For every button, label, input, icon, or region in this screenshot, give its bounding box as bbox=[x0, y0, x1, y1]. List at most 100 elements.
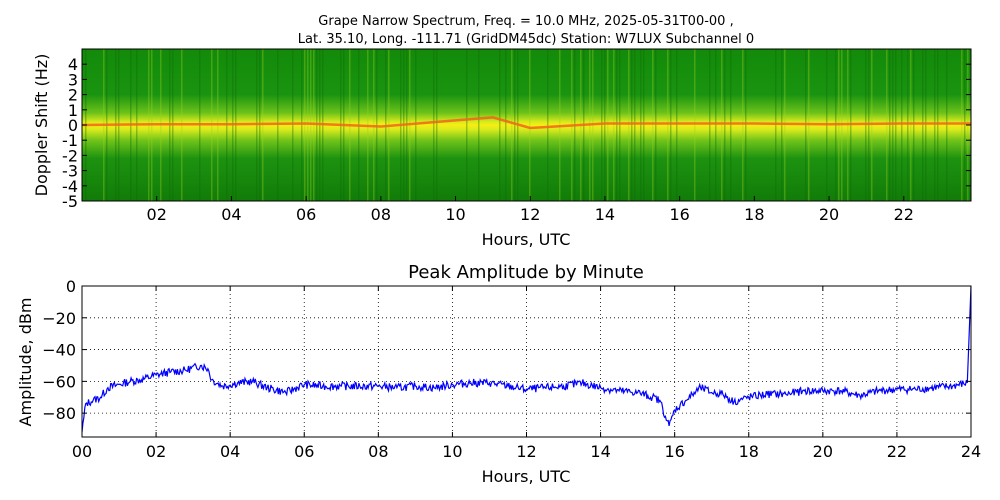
amplitude-plot-area bbox=[82, 286, 971, 437]
spectrogram-stripe bbox=[640, 49, 642, 201]
spectrogram-stripe bbox=[742, 49, 744, 201]
amplitude-y-tick-label: −80 bbox=[42, 404, 76, 423]
spectrogram-y-tick-label: -5 bbox=[62, 192, 78, 211]
spectrogram-stripe bbox=[643, 49, 645, 201]
spectrogram-stripe bbox=[433, 49, 435, 201]
spectrogram-x-axis-label: Hours, UTC bbox=[482, 230, 571, 249]
amplitude-series-line bbox=[82, 286, 971, 433]
amplitude-x-tick-label: 04 bbox=[220, 442, 240, 461]
amplitude-x-tick-label: 24 bbox=[961, 442, 981, 461]
spectrogram-stripe bbox=[670, 49, 672, 201]
amplitude-x-tick-label: 18 bbox=[739, 442, 759, 461]
amplitude-x-tick-label: 12 bbox=[516, 442, 536, 461]
spectrogram-stripe bbox=[667, 49, 669, 201]
amplitude-x-tick-label: 16 bbox=[664, 442, 684, 461]
amplitude-x-tick-label: 20 bbox=[813, 442, 833, 461]
amplitude-y-tick-label: −20 bbox=[42, 309, 76, 328]
spectrogram-stripe bbox=[613, 49, 615, 201]
spectrogram-x-tick-label: 08 bbox=[371, 205, 391, 224]
spectrogram-stripe bbox=[721, 49, 723, 201]
spectrogram-stripe bbox=[529, 49, 531, 201]
amplitude-x-ticks: 00 02 04 06 08 10 12 14 16 18 20 22 24 bbox=[72, 286, 981, 461]
spectrogram-stripe bbox=[607, 49, 609, 201]
spectrogram-stripe bbox=[301, 49, 303, 201]
amplitude-x-axis-label: Hours, UTC bbox=[482, 467, 571, 486]
spectrogram-y-tick-label: 1 bbox=[68, 101, 78, 120]
spectrogram-stripe bbox=[619, 49, 621, 201]
spectrogram-stripe bbox=[604, 49, 606, 201]
amplitude-x-tick-label: 22 bbox=[887, 442, 907, 461]
spectrogram-x-tick-label: 20 bbox=[819, 205, 839, 224]
amplitude-x-tick-label: 06 bbox=[294, 442, 314, 461]
spectrogram-stripe bbox=[892, 49, 894, 201]
spectrogram-stripe bbox=[436, 49, 438, 201]
figure-title-line2: Lat. 35.10, Long. -111.71 (GridDM45dc) S… bbox=[298, 32, 754, 47]
amplitude-panel: Peak Amplitude by Minute 0 −20 −40 −60 −80 0… bbox=[16, 262, 981, 486]
spectrogram-x-tick-label: 12 bbox=[520, 205, 540, 224]
spectrogram-stripe bbox=[922, 49, 924, 201]
spectrogram-x-tick-label: 16 bbox=[669, 205, 689, 224]
spectrogram-y-tick-label: 0 bbox=[68, 116, 78, 135]
spectrogram-x-tick-label: 14 bbox=[595, 205, 615, 224]
amplitude-y-tick-label: −60 bbox=[42, 372, 76, 391]
figure-title-line1: Grape Narrow Spectrum, Freq. = 10.0 MHz,… bbox=[318, 14, 733, 29]
spectrogram-y-tick-label: 3 bbox=[68, 70, 78, 89]
spectrogram-stripe bbox=[745, 49, 747, 201]
spectrogram-stripe bbox=[307, 49, 309, 201]
spectrogram-stripe bbox=[310, 49, 312, 201]
spectrogram-stripe bbox=[709, 49, 711, 201]
spectrogram-stripe bbox=[901, 49, 903, 201]
spectrogram-stripe bbox=[946, 49, 948, 201]
spectrogram-y-tick-label: -1 bbox=[62, 131, 78, 150]
spectrogram-y-tick-label: -2 bbox=[62, 146, 78, 165]
spectrogram-stripe bbox=[775, 49, 777, 201]
spectrogram-stripe bbox=[937, 49, 939, 201]
spectrogram-stripe bbox=[925, 49, 927, 201]
spectrogram-x-tick-label: 10 bbox=[445, 205, 465, 224]
carrier-trace bbox=[82, 116, 971, 130]
spectrogram-stripe bbox=[715, 49, 717, 201]
spectrogram-stripe bbox=[886, 49, 888, 201]
spectrogram-stripe bbox=[628, 49, 630, 201]
spectrogram-x-tick-label: 02 bbox=[147, 205, 167, 224]
spectrogram-y-tick-label: -4 bbox=[62, 177, 78, 196]
spectrogram-stripe bbox=[616, 49, 618, 201]
spectrogram-x-tick-label: 22 bbox=[894, 205, 914, 224]
spectrogram-stripe bbox=[910, 49, 912, 201]
amplitude-x-tick-label: 00 bbox=[72, 442, 92, 461]
spectrogram-stripe bbox=[511, 49, 513, 201]
spectrogram-stripe bbox=[676, 49, 678, 201]
spectrogram-stripe bbox=[730, 49, 732, 201]
spectrogram-y-tick-label: -3 bbox=[62, 162, 78, 181]
spectrogram-stripe bbox=[907, 49, 909, 201]
spectrogram-stripe bbox=[415, 49, 417, 201]
amplitude-y-axis-label: Amplitude, dBm bbox=[16, 298, 35, 427]
spectrogram-stripe bbox=[724, 49, 726, 201]
spectrogram-stripe bbox=[466, 49, 468, 201]
spectrogram-x-tick-label: 06 bbox=[296, 205, 316, 224]
spectrogram-stripe bbox=[505, 49, 507, 201]
spectrogram-stripe bbox=[652, 49, 654, 201]
amplitude-y-ticks: 0 −20 −40 −60 −80 bbox=[42, 277, 971, 423]
amplitude-y-tick-label: −40 bbox=[42, 341, 76, 360]
spectrogram-stripe bbox=[934, 49, 936, 201]
amplitude-x-tick-label: 08 bbox=[368, 442, 388, 461]
spectrogram-stripe bbox=[304, 49, 306, 201]
spectrogram-stripe bbox=[913, 49, 915, 201]
spectrogram-stripe bbox=[895, 49, 897, 201]
spectrogram-stripe bbox=[631, 49, 633, 201]
spectrogram-stripe bbox=[601, 49, 603, 201]
spectrogram-stripe bbox=[514, 49, 516, 201]
spectrogram-stripe bbox=[889, 49, 891, 201]
spectrogram-stripe bbox=[376, 49, 378, 201]
spectrogram-x-ticks: 02 04 06 08 10 12 14 16 18 20 22 bbox=[147, 196, 914, 224]
spectrogram-stripe bbox=[694, 49, 696, 201]
amplitude-chart-title: Peak Amplitude by Minute bbox=[408, 262, 644, 283]
spectrogram-x-tick-label: 18 bbox=[744, 205, 764, 224]
spectrogram-x-tick-label: 04 bbox=[221, 205, 241, 224]
spectrogram-stripe bbox=[499, 49, 501, 201]
amplitude-x-tick-label: 14 bbox=[590, 442, 610, 461]
